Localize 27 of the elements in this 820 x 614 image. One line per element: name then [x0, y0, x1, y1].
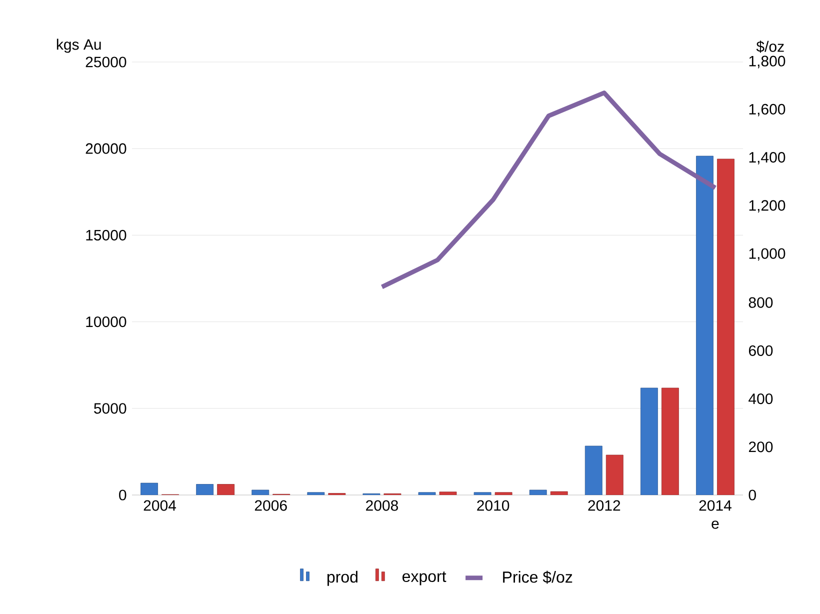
legend-label: export — [402, 572, 446, 586]
y-tick-label: 10000 — [86, 316, 126, 328]
x-tick-label: 2012 — [588, 500, 620, 511]
y-tick-label: 15000 — [86, 230, 126, 240]
x-tick-label: 2014 e — [699, 500, 732, 529]
y2-tick-label: 1,400 — [749, 152, 786, 164]
y2-tick-label: 1,200 — [749, 200, 786, 213]
x-tick-label: 2004 — [144, 500, 176, 511]
y-axis-title: kgs Au — [56, 38, 101, 53]
y2-tick-label: 200 — [748, 442, 773, 452]
y2-tick-label: 600 — [748, 345, 773, 356]
y2-tick-label: 400 — [748, 393, 773, 404]
x-tick-label: 2010 — [477, 500, 510, 511]
x-tick-label: 2008 — [366, 500, 398, 511]
y2-tick-label: 0 — [748, 490, 756, 500]
y-tick-label: 20000 — [86, 143, 126, 154]
legend-label: prod — [327, 570, 358, 586]
x-tick-label: 2006 — [254, 500, 287, 511]
y2-axis-title: $/oz — [756, 40, 784, 53]
y2-tick-label: 1,600 — [749, 104, 786, 116]
y2-tick-label: 1,000 — [749, 248, 786, 261]
y2-tick-label: 1,800 — [749, 56, 786, 68]
legend-label: Price $/oz — [503, 570, 572, 584]
y2-tick-label: 800 — [748, 297, 773, 308]
y-tick-label: 0 — [119, 490, 126, 500]
y-tick-label: 25000 — [86, 56, 126, 68]
y-tick-label: 5000 — [94, 403, 126, 414]
